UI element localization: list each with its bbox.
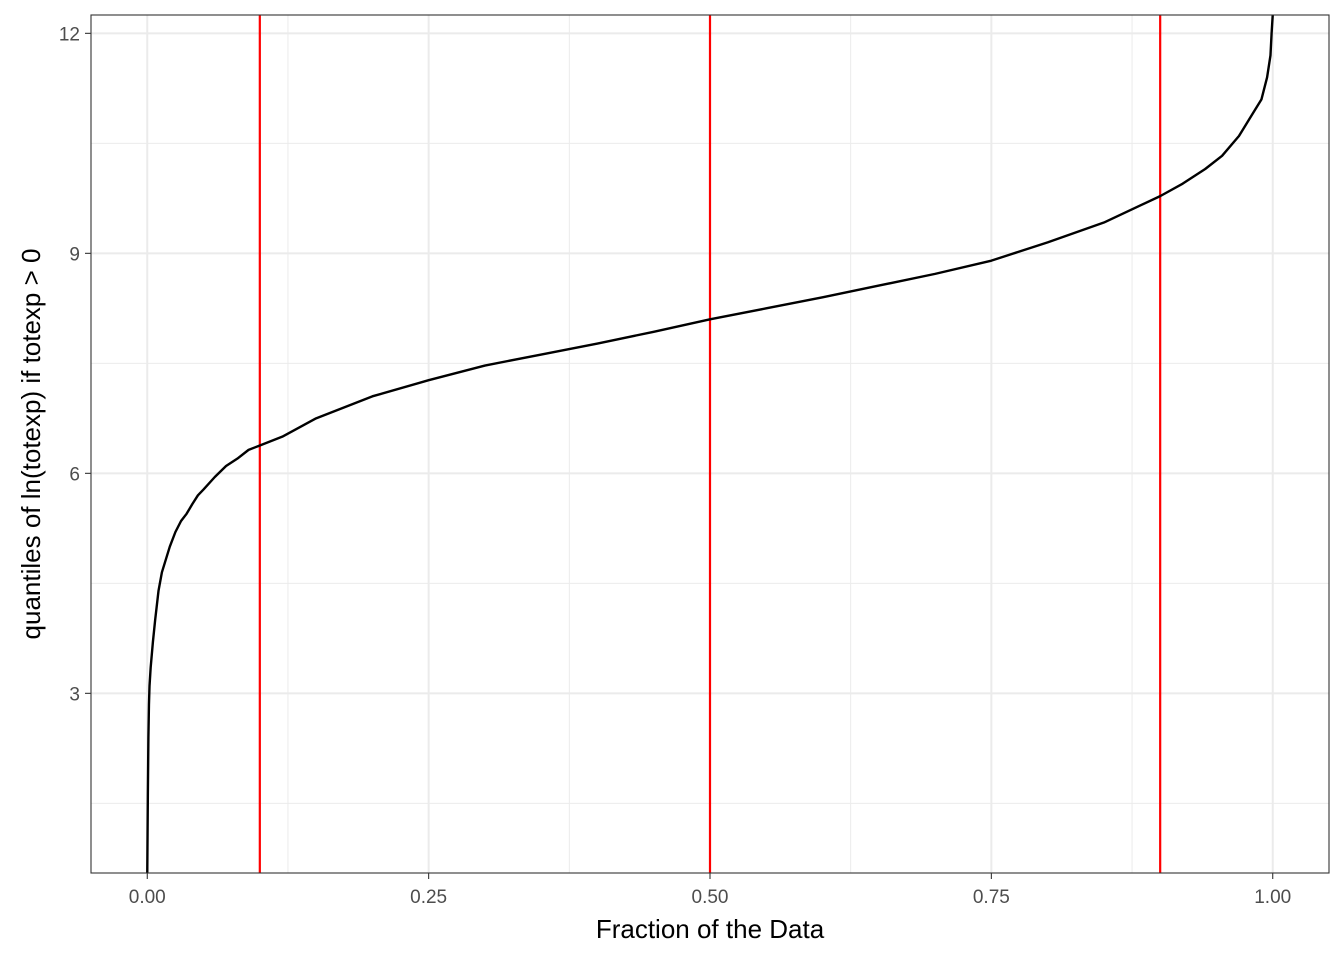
reference-lines — [258, 15, 1162, 873]
x-tick-label: 0.00 — [129, 887, 166, 908]
x-tick-label: 1.00 — [1254, 887, 1291, 908]
y-tick-label: 9 — [69, 244, 80, 265]
x-axis-ticks: 0.00 0.25 0.50 0.75 1.00 — [129, 873, 1291, 908]
y-tick-label: 3 — [69, 684, 80, 705]
x-tick-label: 0.75 — [973, 887, 1010, 908]
x-tick-label: 0.50 — [692, 887, 729, 908]
y-tick-label: 12 — [59, 24, 80, 45]
y-tick-label: 6 — [69, 464, 80, 485]
series-layer — [146, 14, 1274, 874]
x-axis-title: Fraction of the Data — [596, 914, 825, 944]
y-axis-title: quantiles of ln(totexp) if totexp > 0 — [16, 249, 46, 640]
y-axis-ticks: 3 6 9 12 — [59, 24, 91, 705]
x-tick-label: 0.25 — [410, 887, 447, 908]
quantile-curve — [146, 14, 1274, 874]
